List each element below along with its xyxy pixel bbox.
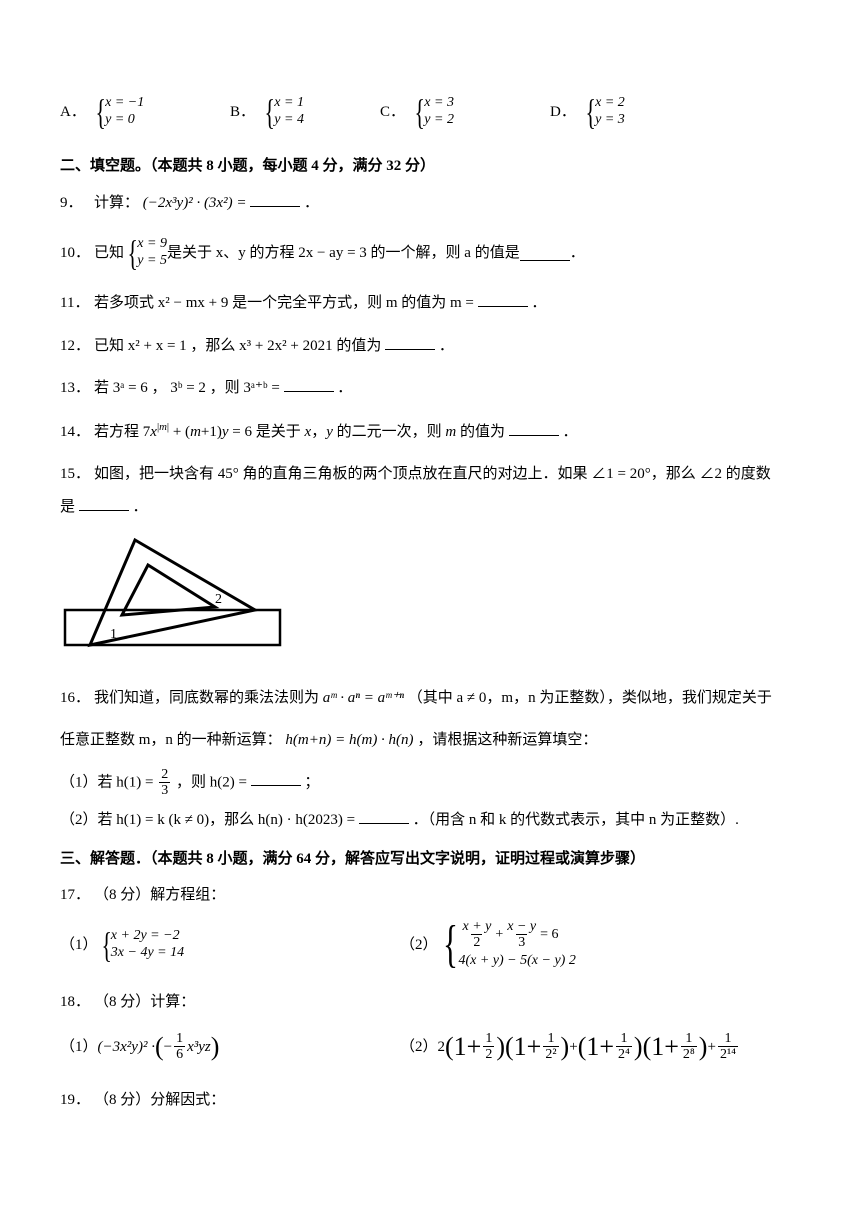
- option-letter: C．: [380, 98, 405, 127]
- answer-blank: [79, 496, 129, 511]
- q16-sub2: （2）若 h(1) = k (k ≠ 0)，那么 h(n) · h(2023) …: [60, 806, 800, 835]
- q17-part1: （1） { x + 2y = −2 3x − 4y = 14: [60, 916, 400, 974]
- triangle-ruler-figure: 1 2: [60, 535, 290, 666]
- answer-blank: [250, 192, 300, 207]
- answer-blank: [284, 377, 334, 392]
- q-number: 17．: [60, 881, 94, 910]
- q14-expr: 若方程 7x|m| + (m+1)y = 6 是关于 x，y 的二元一次，则 m…: [94, 424, 505, 440]
- question-17: 17． （8 分）解方程组： （1） { x + 2y = −2 3x − 4y…: [60, 881, 800, 974]
- answer-blank: [509, 421, 559, 436]
- question-13: 13． 若 3ᵃ = 6 ， 3ᵇ = 2 ，则 3ᵃ⁺ᵇ = ．: [60, 374, 800, 403]
- option-d: D． { x = 2 y = 3: [550, 90, 625, 134]
- q-number: 18．: [60, 988, 94, 1017]
- q18-part1: （1） (−3x²y)² · ( − 16 x³yz ): [60, 1022, 400, 1071]
- svg-text:1: 1: [110, 627, 117, 642]
- q-number: 14．: [60, 418, 94, 447]
- question-19: 19． （8 分）分解因式：: [60, 1086, 800, 1115]
- q-number: 15．: [60, 460, 94, 489]
- question-10: 10． 已知 { x = 9 y = 5 是关于 x、y 的方程 2x − ay…: [60, 231, 800, 275]
- q-number: 11．: [60, 289, 94, 318]
- section-3-title: 三、解答题．（本题共 8 小题，满分 64 分，解答应写出文字说明，证明过程或演…: [60, 845, 800, 874]
- q18-part2: （2） 2 (1+12) (1+12²) + (1+12⁴) (1+12⁸) +…: [400, 1022, 800, 1071]
- section-2-title: 二、填空题。（本题共 8 小题，每小题 4 分，满分 32 分）: [60, 152, 800, 181]
- answer-blank: [478, 292, 528, 307]
- system: { x = −1 y = 0: [92, 90, 144, 134]
- system: { x = 2 y = 3: [582, 90, 625, 134]
- q-number: 10．: [60, 239, 94, 268]
- option-b: B． { x = 1 y = 4: [230, 90, 380, 134]
- question-18: 18． （8 分）计算： （1） (−3x²y)² · ( − 16 x³yz …: [60, 988, 800, 1072]
- q-number: 9．: [60, 189, 94, 218]
- system: { x = 3 y = 2: [411, 90, 454, 134]
- answer-blank: [251, 771, 301, 786]
- q-number: 19．: [60, 1086, 94, 1115]
- answer-blank: [520, 246, 570, 261]
- q-number: 13．: [60, 374, 94, 403]
- option-letter: D．: [550, 98, 576, 127]
- q17-part2: （2） { x + y2 + x − y3 = 6 4(x + y) − 5(x…: [400, 916, 800, 974]
- question-9: 9． 计算： (−2x³y)² · (3x²) = ．: [60, 189, 800, 218]
- answer-blank: [385, 335, 435, 350]
- system: { x = 9 y = 5: [124, 231, 167, 275]
- system: { x = 1 y = 4: [261, 90, 304, 134]
- question-11: 11． 若多项式 x² − mx + 9 是一个完全平方式，则 m 的值为 m …: [60, 289, 800, 318]
- question-15: 15． 如图，把一块含有 45° 角的直角三角板的两个顶点放在直尺的对边上．如果…: [60, 460, 800, 666]
- q-number: 12．: [60, 332, 94, 361]
- answer-blank: [359, 809, 409, 824]
- svg-text:2: 2: [215, 592, 222, 607]
- question-12: 12． 已知 x² + x = 1 ，那么 x³ + 2x² + 2021 的值…: [60, 332, 800, 361]
- question-16: 16． 我们知道，同底数幂的乘法法则为 aᵐ · aⁿ = aᵐ⁺ⁿ （其中 a…: [60, 684, 800, 835]
- option-c: C． { x = 3 y = 2: [380, 90, 550, 134]
- question-14: 14． 若方程 7x|m| + (m+1)y = 6 是关于 x，y 的二元一次…: [60, 417, 800, 447]
- option-letter: B．: [230, 98, 255, 127]
- option-a: A． { x = −1 y = 0: [60, 90, 230, 134]
- option-letter: A．: [60, 98, 86, 127]
- q8-options: A． { x = −1 y = 0 B． { x = 1 y = 4 C． { …: [60, 90, 800, 134]
- q-number: 16．: [60, 684, 94, 713]
- q16-sub1: （1）若 h(1) = 2 3 ，则 h(2) = ；: [60, 767, 800, 799]
